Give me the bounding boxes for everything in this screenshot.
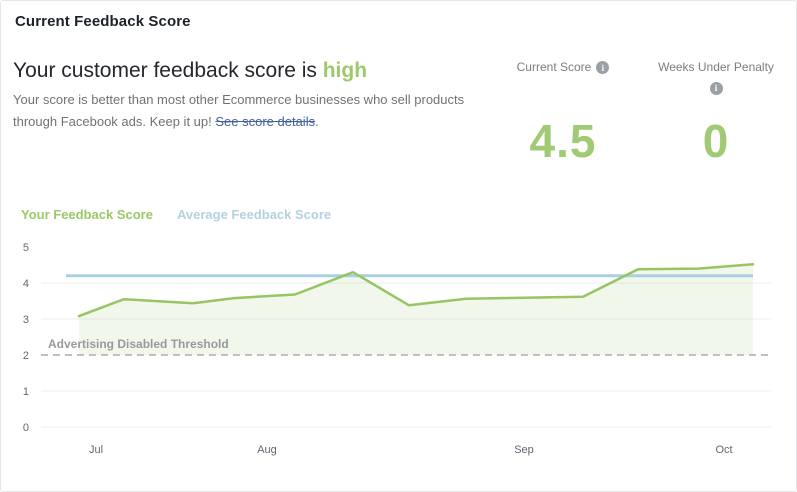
- svg-text:Sep: Sep: [514, 444, 534, 456]
- svg-text:2: 2: [23, 350, 29, 362]
- svg-text:Jul: Jul: [89, 444, 103, 456]
- page-title: Current Feedback Score: [15, 13, 191, 30]
- stats: Current Score i 4.5 Weeks Under Penalty …: [493, 59, 786, 164]
- stat-current-score: Current Score i 4.5: [493, 59, 633, 164]
- svg-text:5: 5: [23, 242, 29, 254]
- feedback-score-chart: 5 4 3 2 1 0 Advertising Disabled Threshold Jul A…: [1, 236, 796, 491]
- svg-text:Oct: Oct: [715, 444, 732, 456]
- svg-text:0: 0: [23, 422, 29, 434]
- description-period: .: [315, 114, 319, 129]
- description: Your score is better than most other Eco…: [13, 89, 473, 133]
- weeks-under-penalty-value: 0: [702, 115, 730, 167]
- chart-canvas: 5 4 3 2 1 0 Advertising Disabled Threshold Jul A…: [23, 242, 771, 456]
- headline-text: Your customer feedback score is: [13, 59, 323, 82]
- svg-text:Advertising Disabled Threshold: Advertising Disabled Threshold: [48, 337, 229, 351]
- stat-weeks-under-penalty: Weeks Under Penalty i 0: [646, 59, 786, 164]
- svg-text:4: 4: [23, 278, 29, 290]
- info-icon[interactable]: i: [709, 81, 723, 95]
- legend-average-feedback-score[interactable]: Average Feedback Score: [176, 207, 332, 222]
- current-score-value: 4.5: [529, 115, 597, 167]
- chart-legend: Your Feedback Score Average Feedback Sco…: [21, 207, 331, 222]
- headline: Your customer feedback score is high: [13, 59, 367, 83]
- current-score-label: Current Score: [516, 60, 592, 74]
- svg-text:Aug: Aug: [257, 444, 277, 456]
- svg-text:3: 3: [23, 314, 29, 326]
- headline-status: high: [322, 59, 368, 82]
- legend-your-feedback-score[interactable]: Your Feedback Score: [21, 207, 153, 222]
- see-score-details-link[interactable]: See score details: [215, 114, 316, 129]
- svg-text:1: 1: [23, 386, 29, 398]
- description-text: Your score is better than most other Eco…: [13, 92, 465, 129]
- weeks-under-penalty-label: Weeks Under Penalty: [658, 60, 774, 74]
- info-icon[interactable]: i: [596, 61, 610, 74]
